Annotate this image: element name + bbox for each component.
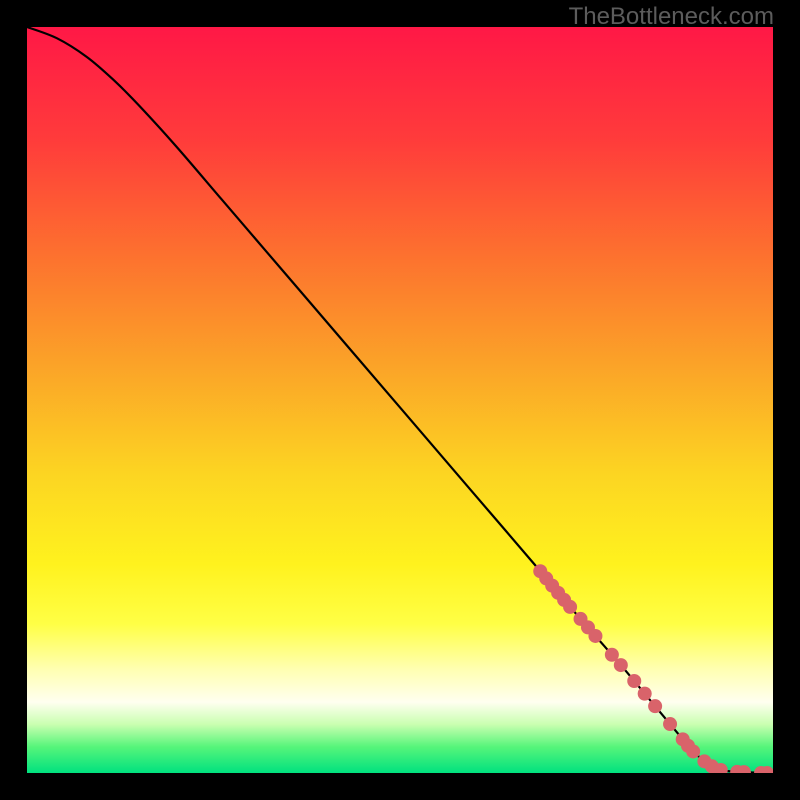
data-marker [638,687,652,701]
data-marker [686,744,700,758]
bottleneck-curve-chart [27,27,773,773]
data-marker [663,717,677,731]
data-marker [627,674,641,688]
chart-stage: TheBottleneck.com [0,0,800,800]
data-marker [563,600,577,614]
data-marker [614,658,628,672]
data-marker [588,629,602,643]
watermark-text: TheBottleneck.com [569,3,774,31]
data-marker [648,699,662,713]
gradient-background [27,27,773,773]
plot-area [27,27,773,773]
